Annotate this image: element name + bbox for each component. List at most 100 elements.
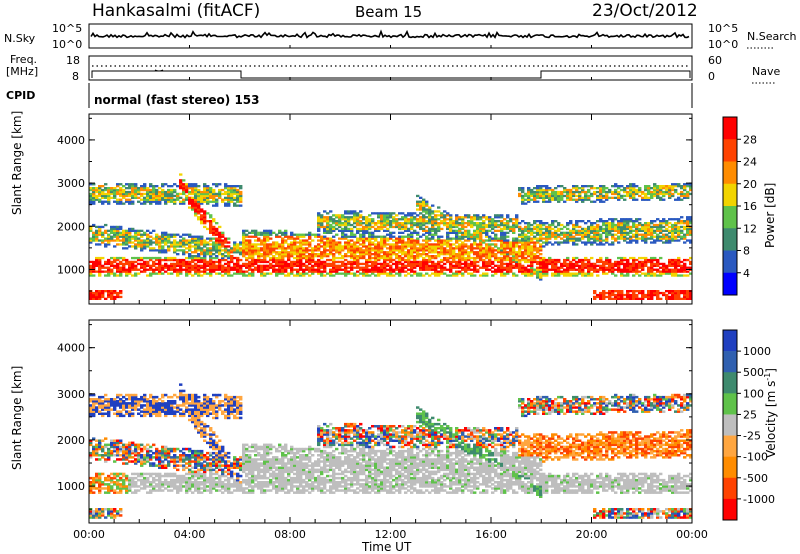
power-cell xyxy=(236,260,240,264)
power-cell xyxy=(203,241,207,244)
power-cell xyxy=(125,187,129,190)
power-cell xyxy=(650,297,654,300)
power-cell xyxy=(599,192,603,196)
power-cell xyxy=(188,253,192,256)
power-cell xyxy=(296,241,300,244)
power-cell xyxy=(599,264,603,267)
power-cell xyxy=(359,247,363,250)
power-cell xyxy=(419,216,423,219)
power-cell xyxy=(359,239,363,242)
power-cell xyxy=(188,187,192,190)
power-cell xyxy=(173,239,177,242)
power-cell xyxy=(398,222,402,225)
power-cell xyxy=(236,272,240,275)
power-cell xyxy=(323,245,327,248)
power-cell xyxy=(257,239,261,242)
power-cell xyxy=(362,227,366,231)
velocity-cell xyxy=(92,408,96,411)
power-cell xyxy=(269,272,273,275)
power-cell xyxy=(368,239,372,242)
power-cell xyxy=(212,268,216,271)
power-cell xyxy=(455,223,459,227)
power-cell xyxy=(500,214,504,217)
power-cell xyxy=(332,249,336,252)
power-cell xyxy=(506,225,510,229)
power-cell xyxy=(95,256,99,260)
power-cell xyxy=(422,266,426,269)
power-cell xyxy=(269,237,273,240)
power-cell xyxy=(263,243,267,246)
power-cell xyxy=(392,222,396,225)
power-cell xyxy=(200,208,204,211)
power-cell xyxy=(266,235,270,238)
power-cell xyxy=(272,249,276,252)
power-cell xyxy=(677,270,681,273)
power-cell xyxy=(683,188,687,192)
power-cell xyxy=(668,268,672,271)
power-cell xyxy=(194,245,198,248)
power-cell xyxy=(212,220,216,223)
power-cell xyxy=(197,268,201,271)
power-cell xyxy=(668,187,672,190)
power-cell xyxy=(485,260,489,264)
power-cell xyxy=(350,266,354,269)
power-cell xyxy=(521,241,525,244)
power-cell xyxy=(398,218,402,221)
power-cell xyxy=(362,235,366,238)
power-cell xyxy=(554,260,558,264)
power-cell xyxy=(203,264,207,267)
power-cell xyxy=(287,247,291,250)
power-cell xyxy=(197,264,201,267)
power-cell xyxy=(293,249,297,252)
power-cell xyxy=(500,239,504,242)
power-cell xyxy=(284,239,288,242)
power-cell xyxy=(530,266,534,269)
power-cell xyxy=(104,200,108,203)
power-cell xyxy=(572,235,576,238)
power-cell xyxy=(455,235,459,238)
power-cell xyxy=(593,222,597,225)
power-cell xyxy=(425,264,429,267)
power-cell xyxy=(272,247,276,250)
power-cell xyxy=(206,249,210,252)
power-cell xyxy=(644,274,648,277)
power-cell xyxy=(341,245,345,248)
power-cell xyxy=(227,198,231,201)
power-cell xyxy=(104,290,108,293)
power-cell xyxy=(197,196,201,199)
power-cell xyxy=(296,233,300,236)
power-cell xyxy=(179,272,183,275)
power-cell xyxy=(521,264,525,267)
power-cell xyxy=(356,270,360,273)
power-cell xyxy=(629,188,633,192)
power-cell xyxy=(689,222,692,225)
power-cell xyxy=(359,229,363,232)
power-cell xyxy=(506,268,510,271)
power-cell xyxy=(92,194,96,198)
power-cell xyxy=(164,190,168,194)
power-cell xyxy=(296,256,300,260)
power-cell xyxy=(491,253,495,256)
power-cell xyxy=(650,194,654,198)
power-cell xyxy=(557,235,561,238)
power-cell xyxy=(473,274,477,277)
power-cell xyxy=(113,264,117,267)
power-cell xyxy=(617,264,621,267)
power-cell xyxy=(419,253,423,256)
power-cell xyxy=(305,256,309,260)
power-cell xyxy=(491,225,495,229)
power-cell xyxy=(266,253,270,256)
power-cell xyxy=(545,266,549,269)
power-cell xyxy=(299,251,303,254)
power-cell xyxy=(599,187,603,190)
power-cell xyxy=(155,192,159,196)
power-cell xyxy=(98,268,102,271)
power-cell xyxy=(524,272,528,275)
power-cell xyxy=(128,192,132,196)
power-cell xyxy=(473,247,477,250)
power-cell xyxy=(431,216,435,219)
power-cell xyxy=(308,262,312,266)
power-cell xyxy=(668,222,672,225)
velocity-cell xyxy=(89,404,93,407)
power-cell xyxy=(131,227,135,231)
